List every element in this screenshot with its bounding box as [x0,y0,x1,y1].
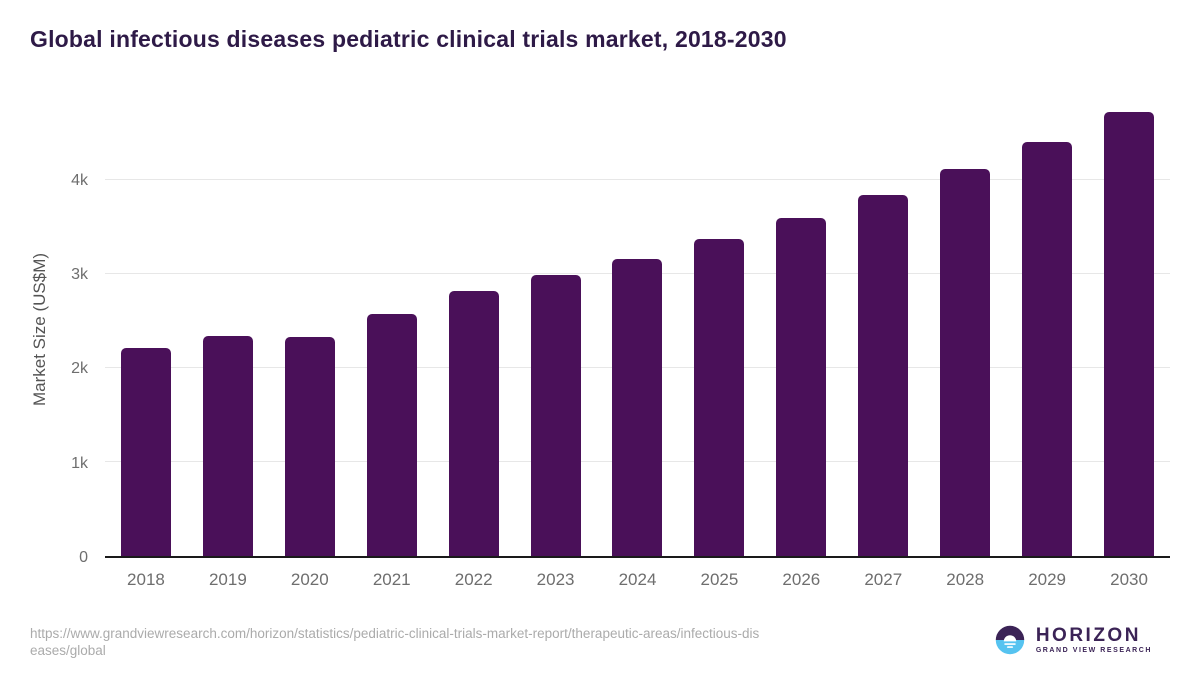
bar-column-2028: 2028 [924,100,1006,589]
chart-title: Global infectious diseases pediatric cli… [30,26,787,52]
x-tick-2025: 2025 [700,570,739,589]
bar-2025 [694,239,745,556]
x-tick-2019: 2019 [208,570,247,589]
x-tick-2026: 2026 [782,570,821,589]
bar-column-2029: 2029 [1006,100,1088,589]
bar-column-2025: 2025 [678,100,760,589]
bar-2027 [858,195,909,556]
x-tick-2030: 2030 [1110,570,1148,589]
x-tick-2027: 2027 [864,570,903,589]
bar-series: 2018 2019 2020 2021 2022 2023 2024 2025 2026 2027… [105,100,1170,589]
bar-2022 [448,291,499,556]
plot-area: 2018 2019 2020 2021 2022 2023 2024 2025 2026 2027… [105,100,1170,589]
x-tick-2022: 2022 [454,570,493,589]
y-tick-3k: 3k [71,265,88,283]
bar-column-2020: 2020 [269,100,351,589]
bar-2020 [284,337,335,556]
bar-2024 [612,259,663,556]
bar-column-2024: 2024 [597,100,679,589]
bar-column-2022: 2022 [433,100,515,589]
x-tick-2023: 2023 [536,570,575,589]
bar-2028 [940,168,991,556]
bar-2023 [530,275,581,556]
logo-wordmark: HORIZON [1035,625,1141,646]
bar-column-2018: 2018 [105,100,187,589]
bar-column-2030: 2030 [1088,100,1170,589]
horizon-sunset-icon [995,625,1025,655]
horizon-logo: HORIZON GRAND VIEW RESEARCH [994,622,1152,658]
x-tick-2029: 2029 [1028,570,1067,589]
bar-column-2026: 2026 [760,100,842,589]
source-url-line2: eases/global [30,642,106,658]
bar-2030 [1104,111,1155,556]
bar-column-2027: 2027 [842,100,924,589]
x-tick-2018: 2018 [127,570,165,589]
bar-2018 [120,348,171,556]
x-tick-2020: 2020 [290,570,329,589]
source-url-line1: https://www.grandviewresearch.com/horizo… [30,626,760,641]
x-tick-2028: 2028 [946,570,985,589]
bar-2029 [1022,141,1073,556]
gridline-4k [105,179,1170,181]
bar-column-2019: 2019 [187,100,269,589]
bar-column-2023: 2023 [515,100,597,589]
logo-text: HORIZON GRAND VIEW RESEARCH [1036,626,1152,654]
bar-2019 [202,336,253,556]
x-tick-2021: 2021 [372,570,411,589]
source-url: https://www.grandviewresearch.com/horizo… [30,626,930,659]
y-axis-tick-labels: 0 1k 2k 3k 4k [0,100,88,566]
bar-2026 [776,217,827,556]
y-tick-0: 0 [79,549,88,566]
y-tick-1k: 1k [71,454,88,472]
logo-subtitle: GRAND VIEW RESEARCH [1035,647,1152,654]
bar-column-2021: 2021 [351,100,433,589]
bar-2021 [366,313,417,556]
y-tick-2k: 2k [71,360,88,378]
x-tick-2024: 2024 [618,570,657,589]
y-tick-4k: 4k [71,171,88,189]
